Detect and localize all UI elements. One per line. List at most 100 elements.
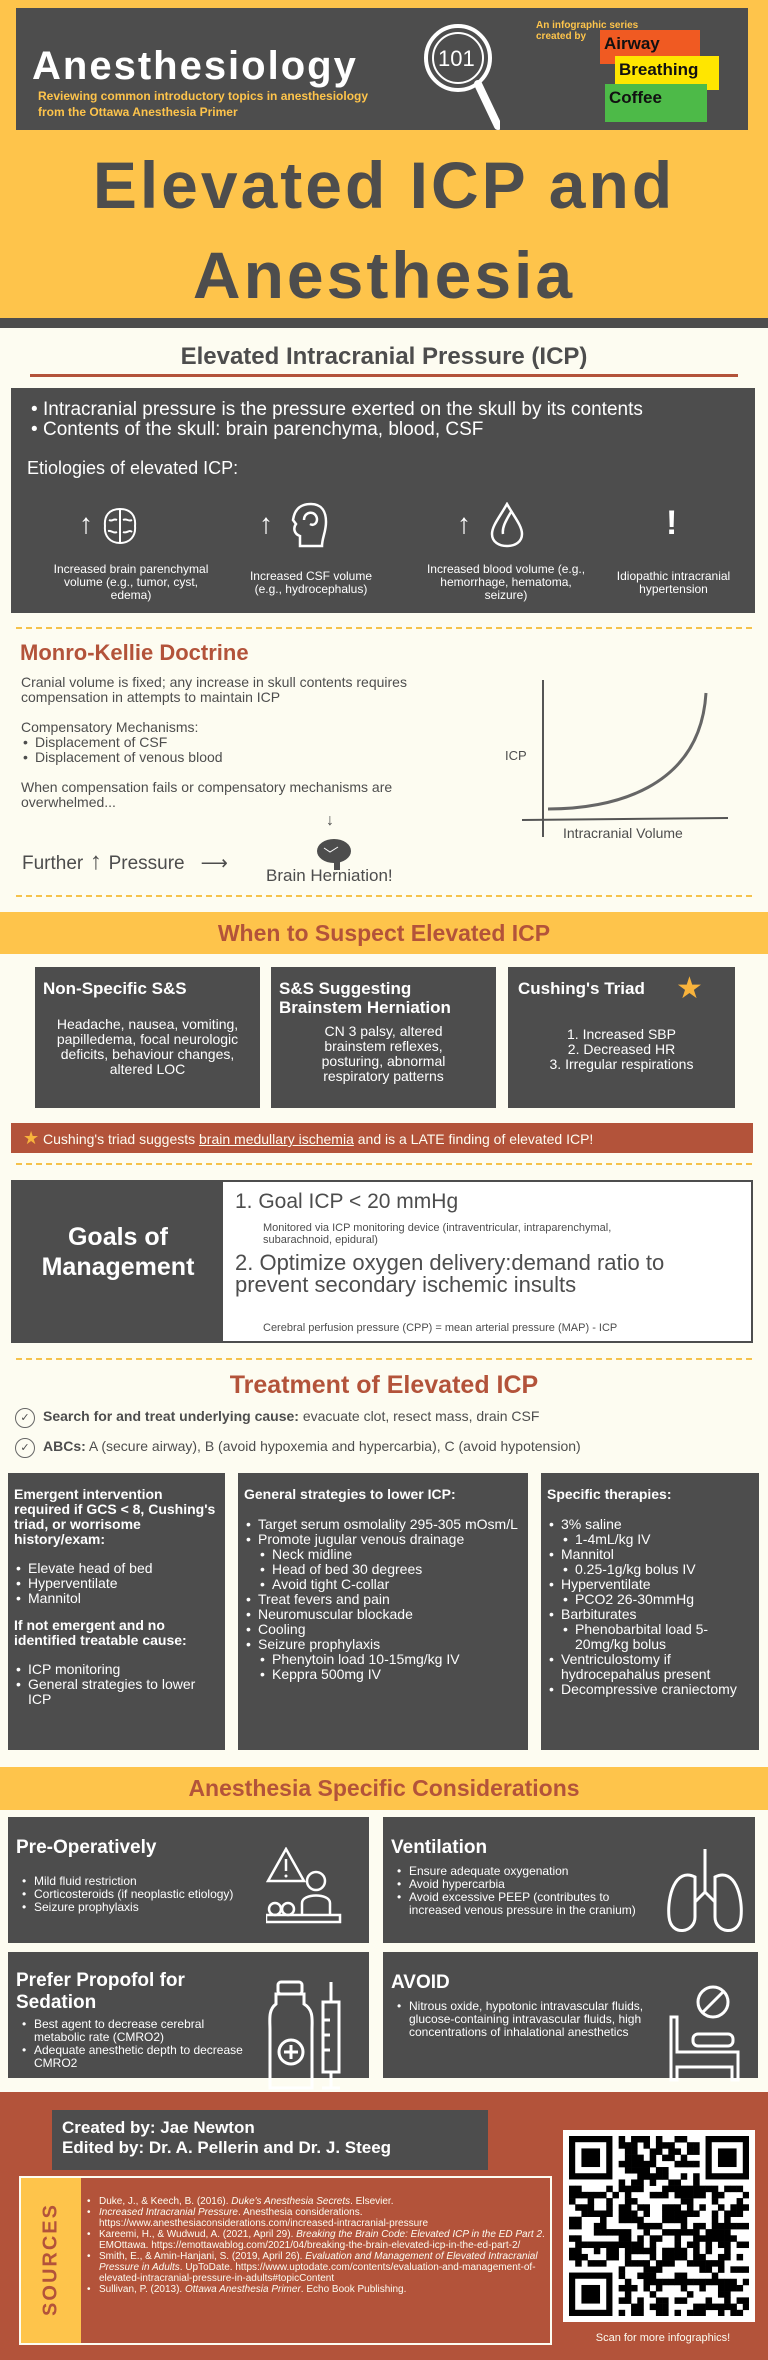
- star-icon: ★: [676, 972, 703, 1005]
- header-divider: [0, 318, 768, 328]
- source-item: Sullivan, P. (2013). Ottawa Anesthesia P…: [85, 2284, 547, 2295]
- arrow-up-icon: ↑: [457, 508, 471, 539]
- y-axis-label: ICP: [505, 748, 527, 763]
- etiology-row: ↑ ↑ ↑ !: [11, 501, 755, 606]
- list-item: Neuromuscular blockade: [244, 1607, 522, 1623]
- etiology-label: Increased blood volume (e.g., hemorrhage…: [426, 562, 586, 602]
- card-cushing: Cushing's Triad ★ 1. Increased SBP 2. Dec…: [508, 967, 735, 1108]
- list-item: Keppra 500mg IV: [244, 1667, 522, 1683]
- icp-bullets: Intracranial pressure is the pressure ex…: [29, 400, 643, 441]
- treatment-general: General strategies to lower ICP: Target …: [238, 1473, 528, 1750]
- scan-label: Scan for more infographics!: [595, 2332, 731, 2344]
- list-item: Mild fluid restriction: [20, 1875, 255, 1889]
- card-nonspecific: Non-Specific S&S Headache, nausea, vomit…: [35, 967, 260, 1108]
- card-list: Nitrous oxide, hypotonic intravascular f…: [395, 2000, 645, 2039]
- list-item: Hyperventilate: [547, 1577, 753, 1593]
- divider: [16, 627, 752, 629]
- footer: Created by: Jae Newton Edited by: Dr. A. …: [0, 2092, 768, 2360]
- blood-drop-icon: [489, 501, 525, 553]
- vial-syringe-icon: [266, 1980, 346, 2105]
- page-title: Elevated ICP and Anesthesia: [92, 148, 676, 312]
- list-item: Mannitol: [14, 1591, 219, 1607]
- list-item: Displacement of venous blood: [21, 750, 461, 766]
- card-brainstem: S&S Suggesting Brainstem Herniation CN 3…: [271, 967, 496, 1108]
- divider: [16, 895, 752, 897]
- list-item: General strategies to lower ICP: [14, 1677, 219, 1707]
- lungs-icon: [665, 1847, 745, 1942]
- cushing-note: ★ Cushing's triad suggests brain medulla…: [11, 1123, 753, 1153]
- pressure-curve: [547, 692, 708, 811]
- list-item: Hyperventilate: [14, 1576, 219, 1592]
- divider: [16, 1163, 752, 1165]
- source-item: Kareemi, H., & Wudwud, A. (2021, April 2…: [85, 2229, 547, 2251]
- list-item: Treat fevers and pain: [244, 1592, 522, 1608]
- check-circle-icon: ✓: [15, 1438, 35, 1458]
- heading-underline: [30, 374, 738, 377]
- list-item: 0.25-1g/kg bolus IV: [547, 1562, 753, 1578]
- list-item: Barbiturates: [547, 1607, 753, 1623]
- star-icon: ★: [23, 1128, 40, 1148]
- anesthesia-heading: Anesthesia Specific Considerations: [0, 1767, 768, 1810]
- check-circle-icon: ✓: [15, 1408, 35, 1428]
- treatment-specific: Specific therapies: 3% saline1-4mL/kg IV…: [541, 1473, 759, 1750]
- anesthesia-card: Pre-Operatively Mild fluid restrictionCor…: [8, 1817, 369, 1943]
- divider: [16, 1358, 752, 1360]
- list-item: Displacement of CSF: [21, 735, 461, 751]
- magnifier-icon: 101: [420, 18, 502, 133]
- list-item: 1-4mL/kg IV: [547, 1532, 753, 1548]
- arrow-up-icon: ↑: [259, 508, 273, 539]
- card-list: Mild fluid restrictionCorticosteroids (i…: [20, 1875, 255, 1915]
- sources-list: Duke, J., & Keech, B. (2016). Duke's Ane…: [85, 2196, 547, 2295]
- monro-text: Cranial volume is fixed; any increase in…: [21, 675, 461, 810]
- card-title: Ventilation: [391, 1837, 488, 1858]
- card-title: Pre-Operatively: [16, 1837, 157, 1858]
- list-item: Decompressive craniectomy: [547, 1682, 753, 1698]
- source-item: Smith, E., & Amin-Hanjani, S. (2019, Apr…: [85, 2251, 547, 2284]
- series-label: An infographic series created by: [536, 20, 639, 42]
- check-item: ✓ Search for and treat underlying cause: …: [15, 1408, 539, 1428]
- list-item: Elevate head of bed: [14, 1561, 219, 1577]
- treatment-heading: Treatment of Elevated ICP: [229, 1371, 539, 1399]
- list-item: Neck midline: [244, 1547, 522, 1563]
- brand-name: Anesthesiology: [32, 44, 358, 88]
- header: Anesthesiology 101 Reviewing common intr…: [0, 0, 768, 318]
- sources-label: SOURCES: [39, 2203, 62, 2316]
- list-item: Corticosteroids (if neoplastic etiology): [20, 1888, 255, 1902]
- card-list: Ensure adequate oxygenationAvoid hyperca…: [395, 1865, 645, 1917]
- list-item: Phenobarbital load 5-20mg/kg bolus: [547, 1622, 753, 1652]
- anesthesia-card: AVOID Nitrous oxide, hypotonic intravascu…: [383, 1952, 758, 2082]
- icp-heading: Elevated Intracranial Pressure (ICP): [180, 343, 588, 370]
- head-csf-icon: [290, 502, 328, 553]
- list-item: Mannitol: [547, 1547, 753, 1563]
- card-title: AVOID: [391, 1972, 450, 1993]
- list-item: ICP monitoring: [14, 1662, 219, 1678]
- exclamation-icon: !: [666, 504, 678, 542]
- arrow-up-icon: ↑: [83, 848, 109, 875]
- card-list: Best agent to decrease cerebral metaboli…: [20, 2018, 255, 2070]
- list-item: Ensure adequate oxygenation: [395, 1865, 645, 1879]
- list-item: Phenytoin load 10-15mg/kg IV: [244, 1652, 522, 1668]
- list-item: PCO2 26-30mmHg: [547, 1592, 753, 1608]
- list-item: Avoid excessive PEEP (contributes to inc…: [395, 1891, 645, 1917]
- anesthesia-card: VentilationEnsure adequate oxygenationAv…: [383, 1817, 755, 1943]
- qr-code[interactable]: [563, 2130, 755, 2322]
- list-item: Ventriculostomy if hydrocepahalus presen…: [547, 1652, 753, 1682]
- goals-label: Goals of Management: [41, 1223, 195, 1281]
- anesthesia-card: Prefer Propofol for Sedation Best agent t…: [8, 1952, 369, 2090]
- x-axis-label: Intracranial Volume: [563, 825, 683, 841]
- arrow-right-icon: ⟶: [200, 853, 228, 874]
- abc-logo: Airway Breathing Coffee: [600, 30, 720, 125]
- etiologies-label: Etiologies of elevated ICP:: [27, 458, 239, 478]
- brain-icon: [101, 506, 139, 551]
- check-item: ✓ ABCs: A (secure airway), B (avoid hypox…: [15, 1438, 581, 1458]
- list-item: Head of bed 30 degrees: [244, 1562, 522, 1578]
- list-item: Adequate anesthetic depth to decrease CM…: [20, 2044, 255, 2070]
- patient-warning-icon: [264, 1846, 346, 1932]
- list-item: Contents of the skull: brain parenchyma,…: [29, 420, 643, 441]
- credits: Created by: Jae Newton Edited by: Dr. A. …: [52, 2110, 488, 2170]
- list-item: Avoid hypercarbia: [395, 1878, 645, 1892]
- etiology-label: Increased brain parenchymal volume (e.g.…: [53, 562, 209, 602]
- bed-prohibited-icon: [668, 1982, 748, 2087]
- source-item: Duke, J., & Keech, B. (2016). Duke's Ane…: [85, 2196, 547, 2207]
- card-title: Prefer Propofol for Sedation: [16, 1970, 185, 2013]
